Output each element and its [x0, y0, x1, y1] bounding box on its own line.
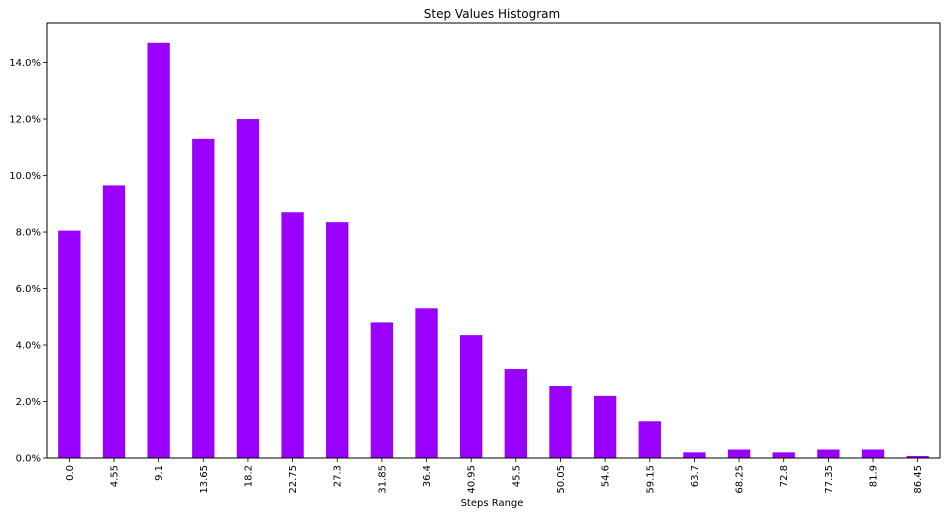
bar-15 [727, 449, 751, 458]
x-tick-label: 54.6 [601, 465, 612, 487]
bar-3 [192, 138, 215, 458]
x-tick-label: 13.65 [199, 465, 210, 494]
bar-13 [638, 421, 661, 458]
x-tick-label: 50.05 [556, 465, 567, 494]
bar-7 [370, 322, 394, 458]
y-tick-label: 0.0% [16, 454, 41, 465]
bar-16 [772, 452, 795, 458]
x-tick-label: 45.5 [511, 465, 522, 487]
bar-12 [593, 395, 617, 458]
y-axis: 0.0% 2.0% 4.0% 6.0% 8.0% 10.0% 12.0% 14.0% [9, 58, 47, 465]
bar-14 [683, 452, 706, 458]
x-tick-label: 40.95 [467, 465, 478, 494]
x-tick-label: 9.1 [154, 465, 165, 481]
bar-2 [147, 42, 170, 458]
bar-0 [58, 230, 81, 458]
bar-11 [549, 385, 572, 458]
x-tick-label: 86.45 [913, 465, 924, 494]
x-tick-label: 31.85 [377, 465, 388, 494]
x-tick-label: 27.3 [333, 465, 344, 487]
bar-8 [415, 308, 438, 458]
bar-5 [281, 212, 304, 458]
x-tick-label: 72.8 [779, 465, 790, 487]
bar-19 [906, 456, 929, 458]
chart-title: Step Values Histogram [424, 7, 560, 21]
y-tick-label: 10.0% [9, 171, 41, 182]
x-tick-label: 36.4 [422, 465, 433, 487]
y-tick-label: 6.0% [16, 284, 41, 295]
x-tick-label: 77.35 [824, 465, 835, 494]
plot-frame [46, 22, 941, 459]
x-tick-label: 63.7 [690, 465, 701, 487]
x-tick-label: 18.2 [243, 465, 254, 487]
x-axis: 0.0 4.55 9.1 13.65 18.2 22.75 27.3 31.85 36.4 40.… [65, 458, 924, 494]
x-tick-label: 81.9 [869, 465, 880, 487]
bar-6 [326, 222, 349, 458]
bar-9 [460, 335, 483, 458]
x-tick-label: 0.0 [65, 465, 76, 481]
y-tick-label: 8.0% [16, 228, 41, 239]
bar-1 [102, 185, 126, 459]
x-axis-title: Steps Range [461, 498, 524, 509]
y-tick-label: 14.0% [9, 58, 41, 69]
bars [58, 42, 929, 459]
bar-10 [504, 369, 527, 458]
x-tick-label: 59.15 [645, 465, 656, 494]
y-tick-label: 2.0% [16, 397, 41, 408]
bar-18 [861, 449, 885, 458]
x-tick-label: 4.55 [109, 465, 120, 487]
bar-4 [236, 119, 260, 458]
y-tick-label: 12.0% [9, 115, 41, 126]
y-tick-label: 4.0% [16, 341, 41, 352]
bar-17 [817, 449, 840, 458]
x-tick-label: 22.75 [288, 465, 299, 494]
x-tick-label: 68.25 [735, 465, 746, 494]
